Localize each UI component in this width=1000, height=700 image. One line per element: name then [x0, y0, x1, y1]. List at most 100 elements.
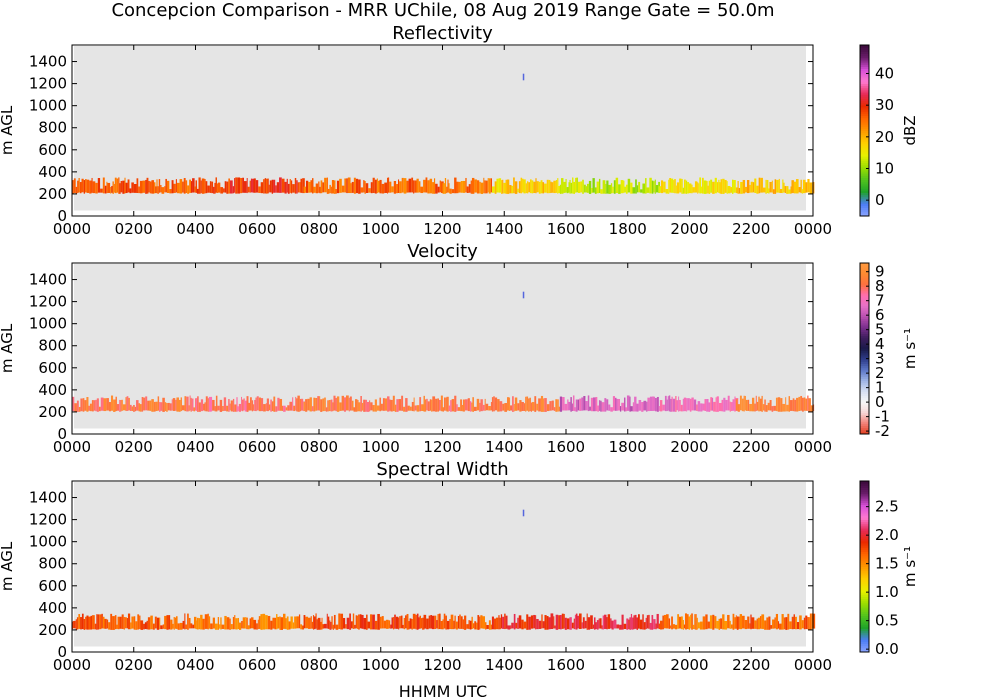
- colorbar-segment: [860, 290, 869, 294]
- data-cell: [327, 400, 329, 412]
- y-axis-label: m AGL: [0, 541, 16, 591]
- data-cell: [755, 395, 757, 412]
- data-cell: [621, 402, 624, 411]
- data-cell: [759, 616, 762, 629]
- data-cell: [323, 623, 327, 629]
- data-cell: [636, 185, 639, 193]
- data-cell: [398, 617, 400, 630]
- data-cell: [586, 183, 589, 193]
- data-cell: [159, 402, 161, 412]
- data-cell: [265, 403, 267, 411]
- data-cell: [355, 615, 357, 629]
- data-cell: [656, 396, 659, 412]
- data-cell: [309, 397, 312, 412]
- data-cell: [610, 183, 613, 194]
- data-cell: [263, 179, 265, 194]
- data-cell: [339, 178, 342, 193]
- data-cell: [526, 614, 529, 630]
- data-cell: [345, 624, 347, 629]
- data-cell: [778, 621, 780, 629]
- data-cell: [411, 401, 414, 412]
- data-cell: [131, 616, 134, 629]
- data-cell: [656, 613, 659, 629]
- y-tick-label: 0: [57, 643, 67, 661]
- data-cell: [626, 618, 629, 630]
- data-cell: [714, 177, 717, 194]
- data-cell: [458, 181, 461, 193]
- data-cell: [123, 616, 125, 630]
- data-cell: [336, 396, 340, 412]
- data-cell: [646, 187, 650, 193]
- colorbar-segment: [860, 647, 869, 651]
- data-cell: [372, 614, 375, 630]
- data-cell: [536, 618, 539, 630]
- data-cell: [265, 615, 268, 630]
- data-cell: [319, 186, 321, 194]
- data-cell: [658, 623, 660, 630]
- data-cell: [587, 617, 591, 630]
- data-cell: [305, 180, 309, 193]
- data-cell: [585, 401, 588, 411]
- data-cell: [238, 622, 242, 630]
- data-cell: [788, 189, 791, 194]
- data-cell: [686, 398, 688, 412]
- data-cell: [769, 400, 772, 411]
- data-cell: [503, 182, 506, 194]
- data-cell: [322, 398, 325, 412]
- data-cell: [531, 402, 535, 411]
- data-cell: [517, 188, 519, 193]
- y-tick-label: 400: [38, 381, 67, 399]
- data-cell: [266, 398, 269, 412]
- data-cell: [724, 179, 727, 193]
- data-cell: [602, 615, 605, 630]
- colorbar-segment: [860, 564, 869, 567]
- data-cell: [81, 178, 84, 193]
- data-cell: [651, 180, 654, 194]
- data-cell: [198, 177, 201, 194]
- colorbar-segment: [860, 310, 869, 313]
- data-cell: [282, 613, 286, 629]
- data-cell: [491, 186, 495, 193]
- colorbar-segment: [860, 339, 869, 343]
- data-cell: [682, 187, 685, 194]
- x-tick-label: 1400: [485, 656, 523, 674]
- data-cell: [377, 613, 380, 630]
- y-tick-label: 1000: [29, 315, 67, 333]
- data-cell: [135, 621, 138, 630]
- data-cell: [665, 189, 669, 194]
- data-cell: [341, 185, 345, 193]
- colorbar-segment: [860, 87, 869, 91]
- data-cell: [409, 618, 412, 629]
- data-cell: [716, 620, 719, 629]
- colorbar-segment: [860, 498, 869, 501]
- x-tick-label: 0400: [176, 220, 214, 238]
- data-layer: [72, 73, 815, 194]
- data-cell: [507, 397, 510, 411]
- data-cell: [257, 619, 259, 630]
- data-cell: [295, 396, 297, 411]
- colorbar-segment: [860, 128, 869, 131]
- data-cell: [219, 624, 221, 629]
- data-cell: [460, 181, 463, 193]
- data-cell: [165, 178, 167, 193]
- colorbar-tick-label: 8: [875, 277, 885, 295]
- colorbar-segment: [860, 94, 869, 97]
- data-cell: [190, 397, 192, 412]
- x-tick-label: 0800: [300, 656, 338, 674]
- data-cell: [454, 177, 457, 194]
- data-cell: [526, 396, 529, 411]
- data-cell: [574, 177, 577, 193]
- data-cell: [802, 397, 804, 412]
- data-cell: [120, 180, 123, 193]
- data-cell: [379, 397, 381, 412]
- data-cell: [515, 622, 518, 629]
- data-cell: [750, 614, 752, 630]
- data-cell: [207, 613, 209, 630]
- data-cell: [600, 189, 603, 194]
- colorbar-segment: [860, 419, 869, 422]
- data-cell: [344, 178, 347, 193]
- data-cell: [81, 613, 84, 630]
- data-cell: [490, 402, 493, 411]
